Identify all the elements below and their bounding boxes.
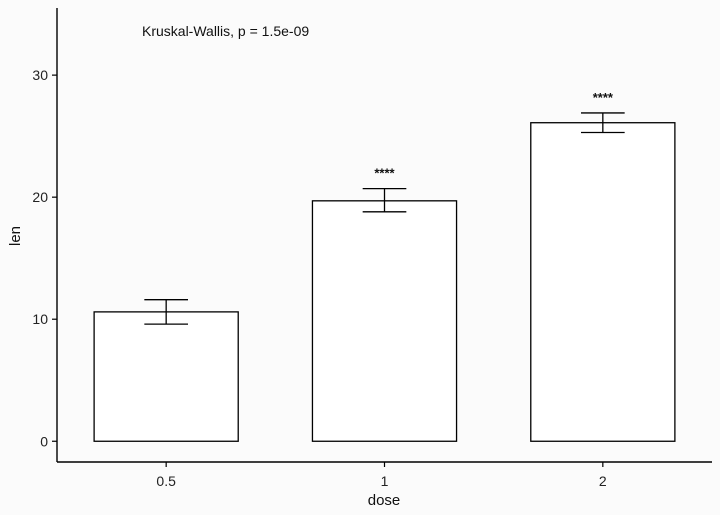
x-tick-label-2: 2: [599, 473, 607, 489]
bar-1: [311, 200, 458, 442]
x-axis-title: dose: [368, 492, 401, 509]
kruskal-wallis-annotation: Kruskal-Wallis, p = 1.5e-09: [142, 23, 309, 39]
significance-label-2: ****: [593, 90, 614, 105]
x-tick-label-1: 1: [381, 473, 389, 489]
plot-area: 0 10 20 30 0.5 **** 1 **** 2: [32, 67, 676, 489]
y-tick-label-30: 30: [32, 67, 48, 83]
x-tick-label-0.5: 0.5: [156, 473, 176, 489]
y-tick-label-10: 10: [32, 311, 48, 327]
y-tick-label-20: 20: [32, 189, 48, 205]
y-axis-title: len: [7, 226, 24, 246]
y-tick-label-0: 0: [40, 433, 48, 449]
significance-label-1: ****: [374, 166, 395, 181]
bar-2: [530, 122, 676, 442]
bar-0.5: [93, 311, 239, 442]
